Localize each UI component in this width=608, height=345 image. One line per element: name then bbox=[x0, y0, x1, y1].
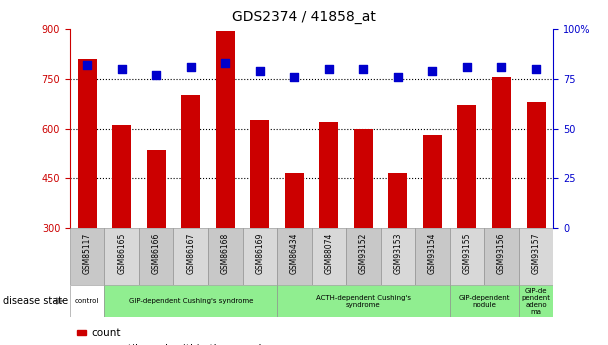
Bar bbox=[173, 228, 208, 285]
Point bbox=[462, 64, 472, 70]
Text: GSM88074: GSM88074 bbox=[324, 232, 333, 274]
Bar bbox=[519, 228, 553, 285]
Text: GSM93152: GSM93152 bbox=[359, 232, 368, 274]
Bar bbox=[450, 285, 519, 317]
Bar bbox=[77, 330, 86, 335]
Bar bbox=[277, 285, 450, 317]
Bar bbox=[415, 228, 450, 285]
Text: GSM86165: GSM86165 bbox=[117, 232, 126, 274]
Bar bbox=[78, 59, 97, 228]
Bar bbox=[181, 96, 200, 228]
Point bbox=[186, 64, 196, 70]
Text: GSM85117: GSM85117 bbox=[83, 232, 92, 274]
Point bbox=[221, 60, 230, 66]
Bar bbox=[423, 135, 442, 228]
Text: GSM93155: GSM93155 bbox=[463, 232, 471, 274]
Point bbox=[393, 74, 402, 80]
Text: control: control bbox=[75, 298, 99, 304]
Text: GSM93156: GSM93156 bbox=[497, 232, 506, 274]
Bar bbox=[243, 228, 277, 285]
Bar bbox=[277, 228, 311, 285]
Bar bbox=[70, 228, 105, 285]
Bar bbox=[105, 285, 277, 317]
Point bbox=[497, 64, 506, 70]
Point bbox=[255, 68, 264, 74]
Text: GSM86166: GSM86166 bbox=[152, 232, 161, 274]
Text: GSM93157: GSM93157 bbox=[531, 232, 541, 274]
Bar bbox=[457, 105, 477, 228]
Bar bbox=[105, 228, 139, 285]
Bar bbox=[208, 228, 243, 285]
Point bbox=[324, 66, 334, 72]
Bar bbox=[354, 128, 373, 228]
Text: GSM86167: GSM86167 bbox=[186, 232, 195, 274]
Point bbox=[117, 66, 126, 72]
Bar bbox=[381, 228, 415, 285]
Bar bbox=[250, 120, 269, 228]
Bar bbox=[519, 285, 553, 317]
Bar bbox=[285, 173, 304, 228]
Point bbox=[427, 68, 437, 74]
Text: disease state: disease state bbox=[3, 296, 68, 306]
Bar bbox=[139, 228, 173, 285]
Text: GSM93154: GSM93154 bbox=[428, 232, 437, 274]
Bar bbox=[389, 173, 407, 228]
Bar bbox=[216, 31, 235, 228]
Text: GIP-de
pendent
adeno
ma: GIP-de pendent adeno ma bbox=[522, 287, 550, 315]
Bar bbox=[319, 122, 339, 228]
Bar bbox=[346, 228, 381, 285]
Bar bbox=[112, 125, 131, 228]
Text: GSM93153: GSM93153 bbox=[393, 232, 402, 274]
Text: GSM86434: GSM86434 bbox=[290, 232, 299, 274]
Bar bbox=[147, 150, 166, 228]
Text: count: count bbox=[92, 328, 121, 338]
Point bbox=[531, 66, 541, 72]
Point bbox=[151, 72, 161, 78]
Bar bbox=[70, 285, 105, 317]
Text: ACTH-dependent Cushing's
syndrome: ACTH-dependent Cushing's syndrome bbox=[316, 295, 411, 307]
Bar bbox=[492, 77, 511, 228]
Text: percentile rank within the sample: percentile rank within the sample bbox=[92, 344, 268, 345]
Bar bbox=[450, 228, 484, 285]
Text: GIP-dependent Cushing's syndrome: GIP-dependent Cushing's syndrome bbox=[128, 298, 253, 304]
Text: GSM86169: GSM86169 bbox=[255, 232, 264, 274]
Point bbox=[359, 66, 368, 72]
Text: GSM86168: GSM86168 bbox=[221, 232, 230, 274]
Point bbox=[82, 62, 92, 68]
Bar bbox=[527, 102, 545, 228]
Bar bbox=[311, 228, 346, 285]
Text: GIP-dependent
nodule: GIP-dependent nodule bbox=[458, 295, 510, 307]
Bar bbox=[484, 228, 519, 285]
Text: GDS2374 / 41858_at: GDS2374 / 41858_at bbox=[232, 10, 376, 24]
Point bbox=[289, 74, 299, 80]
